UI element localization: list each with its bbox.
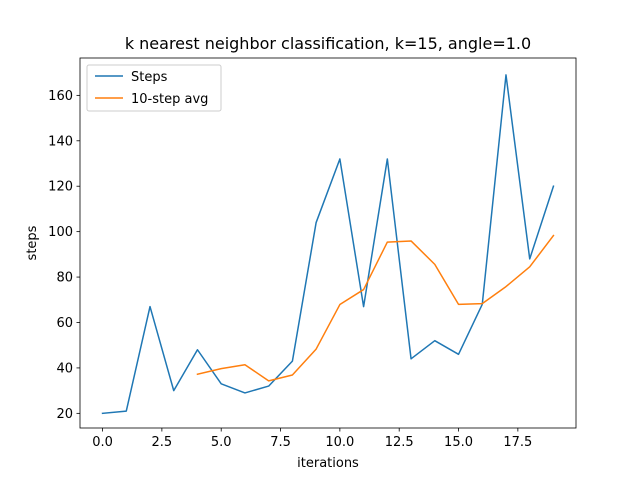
series-line-steps <box>101 74 555 415</box>
legend-label-steps: Steps <box>131 70 168 85</box>
y-tick-label: 60 <box>56 316 73 331</box>
y-axis: 20 40 60 80 100 120 140 160 <box>48 89 80 422</box>
series-layer <box>101 74 555 415</box>
series-line-10-step-avg <box>196 234 555 382</box>
y-tick-label: 120 <box>48 180 73 195</box>
x-tick-label: 2.5 <box>152 435 173 450</box>
x-tick-label: 10.0 <box>325 435 354 450</box>
x-axis-label: iterations <box>297 456 359 471</box>
chart-title: k nearest neighbor classification, k=15,… <box>125 34 531 53</box>
y-tick-label: 20 <box>56 407 73 422</box>
y-tick-label: 140 <box>48 134 73 149</box>
x-tick-label: 0.0 <box>92 435 113 450</box>
x-tick-label: 12.5 <box>385 435 414 450</box>
x-axis: 0.0 2.5 5.0 7.5 10.0 12.5 15.0 17.5 <box>92 428 532 450</box>
y-tick-label: 80 <box>56 271 73 286</box>
legend-label-avg: 10-step avg <box>131 92 208 107</box>
y-tick-label: 40 <box>56 361 73 376</box>
x-tick-label: 17.5 <box>503 435 532 450</box>
y-axis-label: steps <box>25 225 40 260</box>
legend: Steps 10-step avg <box>86 64 222 112</box>
axes-frame <box>79 57 577 429</box>
y-tick-label: 100 <box>48 225 73 240</box>
x-tick-label: 7.5 <box>270 435 291 450</box>
x-tick-label: 15.0 <box>444 435 473 450</box>
y-tick-label: 160 <box>48 89 73 104</box>
x-tick-label: 5.0 <box>211 435 232 450</box>
